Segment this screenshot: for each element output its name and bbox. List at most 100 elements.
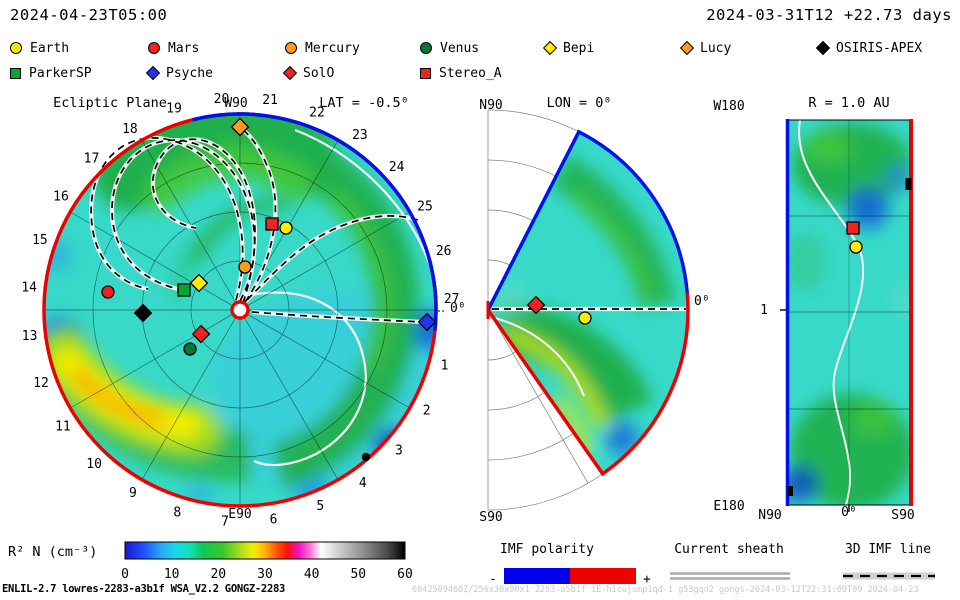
imf-polarity-key: IMF polarity - + — [489, 542, 651, 587]
current-sheath-title: Current sheath — [674, 542, 784, 557]
legend-label: Venus — [440, 40, 480, 56]
imf-field-lines — [89, 126, 425, 325]
earth-symbol-icon — [10, 42, 22, 54]
radial-grid — [787, 120, 911, 505]
imf-polarity-minus: - — [489, 572, 497, 587]
radial-y-tick-label: 1 — [760, 303, 768, 318]
day-tick: 12 — [33, 376, 49, 391]
meridional-top-label: N90 — [479, 98, 502, 113]
mars-symbol-icon — [148, 42, 160, 54]
colorbar-gradient — [124, 541, 406, 560]
legend-label: OSIRIS-APEX — [836, 40, 923, 56]
lucy-marker — [230, 117, 250, 137]
day-tick: 25 — [417, 199, 433, 214]
day-tick: 24 — [389, 160, 405, 175]
legend-item-stereo_a: Stereo_A — [420, 64, 502, 82]
day-tick: 8 — [173, 506, 181, 521]
sheet-boundary-mark — [788, 486, 793, 496]
colorbar-tick: 40 — [304, 567, 320, 582]
parkersp-marker — [177, 283, 191, 297]
osiris_apex-marker — [133, 303, 153, 323]
colorbar-tick: 10 — [164, 567, 180, 582]
legend-label: Mercury — [305, 40, 360, 56]
colorbar-tick: 0 — [121, 567, 129, 582]
imf-polarity-plus: + — [643, 572, 651, 587]
day-tick: 5 — [316, 499, 324, 514]
day-tick: 14 — [21, 281, 37, 296]
day-tick: 13 — [22, 329, 38, 344]
legend: Earth Mars Mercury Venus Bepi Lucy OSIRIS-APEX… — [0, 39, 960, 91]
day-tick: 17 — [84, 152, 100, 167]
mercury-marker — [238, 260, 252, 274]
legend-item-psyche: Psyche — [145, 64, 213, 82]
legend-item-lucy: Lucy — [679, 39, 732, 57]
venus-marker — [183, 342, 197, 356]
model-time: 2024-04-23T05:00 — [10, 6, 168, 24]
day-tick: 10 — [86, 457, 102, 472]
legend-label: Earth — [30, 40, 70, 56]
day-tick: 18 — [122, 122, 138, 137]
meridional-border-positive — [486, 292, 690, 477]
parkersp-symbol-icon — [10, 67, 21, 79]
legend-label: Bepi — [563, 40, 595, 56]
legend-item-venus: Venus — [420, 39, 479, 57]
current-sheet-line — [294, 128, 431, 264]
ecliptic-lat-label: LAT = -0.5⁰ — [319, 95, 408, 111]
meridional-zero-label: 0⁰ — [694, 294, 710, 309]
legend-label: Psyche — [166, 65, 213, 81]
radial-density-field — [787, 120, 912, 505]
ecliptic-zero-label: 0⁰ — [450, 301, 466, 316]
stereo_a-marker — [846, 221, 860, 235]
day-tick: 27 — [444, 292, 460, 307]
day-tick: 2 — [423, 404, 431, 419]
sheet-boundary-mark — [905, 178, 912, 190]
run-info-faint: 6042509460Z/256x30x90x1 2283-a5b1f 1E-hi… — [412, 585, 919, 595]
earth-marker — [578, 311, 592, 325]
day-tick: 3 — [395, 443, 403, 458]
colorbar-label: R² N (cm⁻³) — [8, 544, 97, 560]
day-tick: 11 — [55, 420, 71, 435]
day-tick: 22 — [309, 106, 325, 121]
colorbar-tick: 30 — [257, 567, 273, 582]
legend-item-osiris-apex: OSIRIS-APEX — [815, 39, 923, 57]
meridional-border-negative — [486, 129, 689, 311]
legend-label: Lucy — [700, 40, 732, 56]
earth-marker — [849, 240, 863, 254]
mars-marker — [101, 285, 115, 299]
earth-marker — [279, 221, 293, 235]
day-tick: 4 — [359, 476, 367, 491]
legend-item-parkersp: ParkerSP — [10, 64, 92, 82]
imf-line-key: 3D IMF line — [843, 542, 935, 580]
colorbar-tick: 20 — [210, 567, 226, 582]
ecliptic-title: Ecliptic Plane — [53, 95, 167, 111]
ecliptic-outer-ring-positive — [192, 112, 438, 331]
day-tick: 21 — [262, 93, 278, 108]
reference-time: 2024-03-31T12 +22.73 days — [706, 6, 952, 24]
meridional-panel: N90 LON = 0⁰ S90 0⁰ — [479, 95, 709, 525]
legend-item-mercury: Mercury — [285, 39, 360, 57]
density-colorbar: R² N (cm⁻³) 0 10 20 30 40 50 60 — [8, 541, 413, 582]
colorbar-tick: 50 — [350, 567, 366, 582]
stereo_a-symbol-icon — [420, 67, 431, 79]
legend-item-mars: Mars — [148, 39, 199, 57]
psyche-marker — [417, 312, 437, 332]
day-tick: 16 — [53, 189, 69, 204]
radial-bottomleft-label: E180 — [713, 499, 744, 514]
venus-symbol-icon — [420, 42, 432, 54]
sheet-boundary-dot — [361, 452, 371, 462]
run-info: ENLIL-2.7 lowres-2283-a3b1f WSA_V2.2 GON… — [2, 583, 285, 595]
radial-x-label-s90: S90 — [891, 508, 914, 523]
radial-panel: W180 R = 1.0 AU E180 N90 0⁰ S90 1 — [713, 95, 914, 523]
meridional-title: LON = 0⁰ — [546, 95, 611, 111]
legend-label: ParkerSP — [29, 65, 92, 81]
meridional-markers — [526, 295, 592, 325]
imf-polarity-title: IMF polarity — [500, 542, 594, 557]
legend-label: Mars — [168, 40, 200, 56]
legend-item-bepi: Bepi — [542, 39, 595, 57]
imf-line-title: 3D IMF line — [845, 542, 931, 557]
imf-negative-swatch — [504, 568, 570, 584]
